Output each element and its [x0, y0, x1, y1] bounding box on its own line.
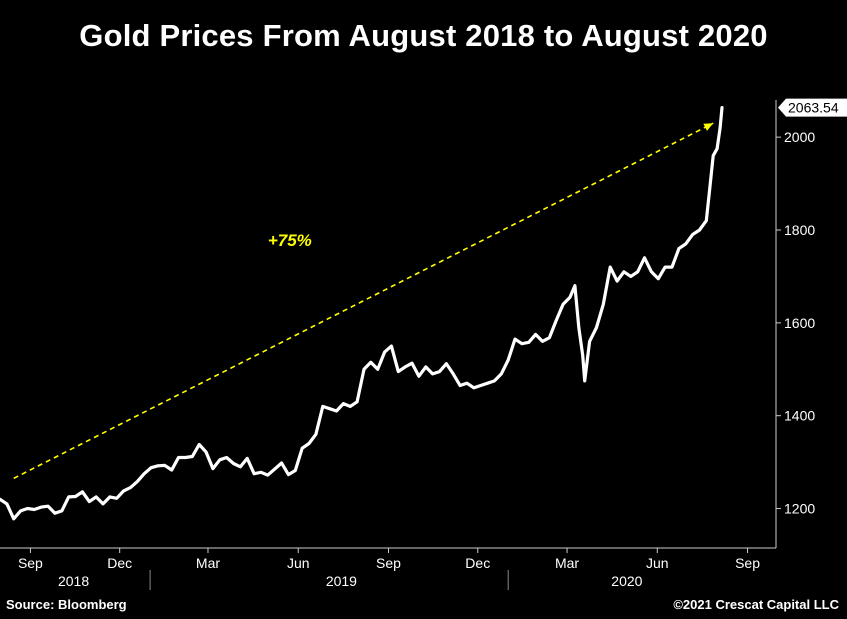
y-tick-label: 2000 [784, 129, 815, 145]
x-year-label: 2018 [58, 573, 89, 589]
last-value-label: 2063.54 [788, 100, 839, 116]
annotation-arrow-head [703, 123, 714, 131]
x-tick-label: Sep [18, 555, 43, 571]
x-tick-label: Mar [196, 555, 220, 571]
x-tick-label: Sep [376, 555, 401, 571]
chart-title: Gold Prices From August 2018 to August 2… [79, 18, 768, 53]
annotation-arrow-line [13, 122, 714, 480]
y-tick-label: 1600 [784, 315, 815, 331]
x-tick-label: Jun [646, 555, 669, 571]
copyright-note: ©2021 Crescat Capital LLC [673, 597, 839, 612]
annotation-label: +75% [268, 231, 312, 250]
source-note: Source: Bloomberg [6, 597, 127, 612]
series-layer [0, 106, 724, 521]
x-tick-label: Dec [107, 555, 132, 571]
x-year-label: 2019 [326, 573, 357, 589]
x-tick-label: Dec [465, 555, 490, 571]
last-value-badge [778, 98, 847, 117]
last-value-layer: 2063.54 [778, 98, 847, 117]
x-tick-label: Sep [735, 555, 760, 571]
x-year-label: 2020 [611, 573, 642, 589]
y-tick-label: 1200 [784, 501, 815, 517]
annotation-layer: +75% [13, 122, 714, 480]
axes: 1200 1400 1600 1800 2000 Sep Dec Mar Jun Sep Dec Ma… [0, 100, 815, 590]
x-tick-label: Jun [287, 555, 310, 571]
y-tick-label: 1800 [784, 222, 815, 238]
x-tick-label: Mar [555, 555, 579, 571]
y-tick-label: 1400 [784, 408, 815, 424]
price-line [0, 106, 724, 521]
